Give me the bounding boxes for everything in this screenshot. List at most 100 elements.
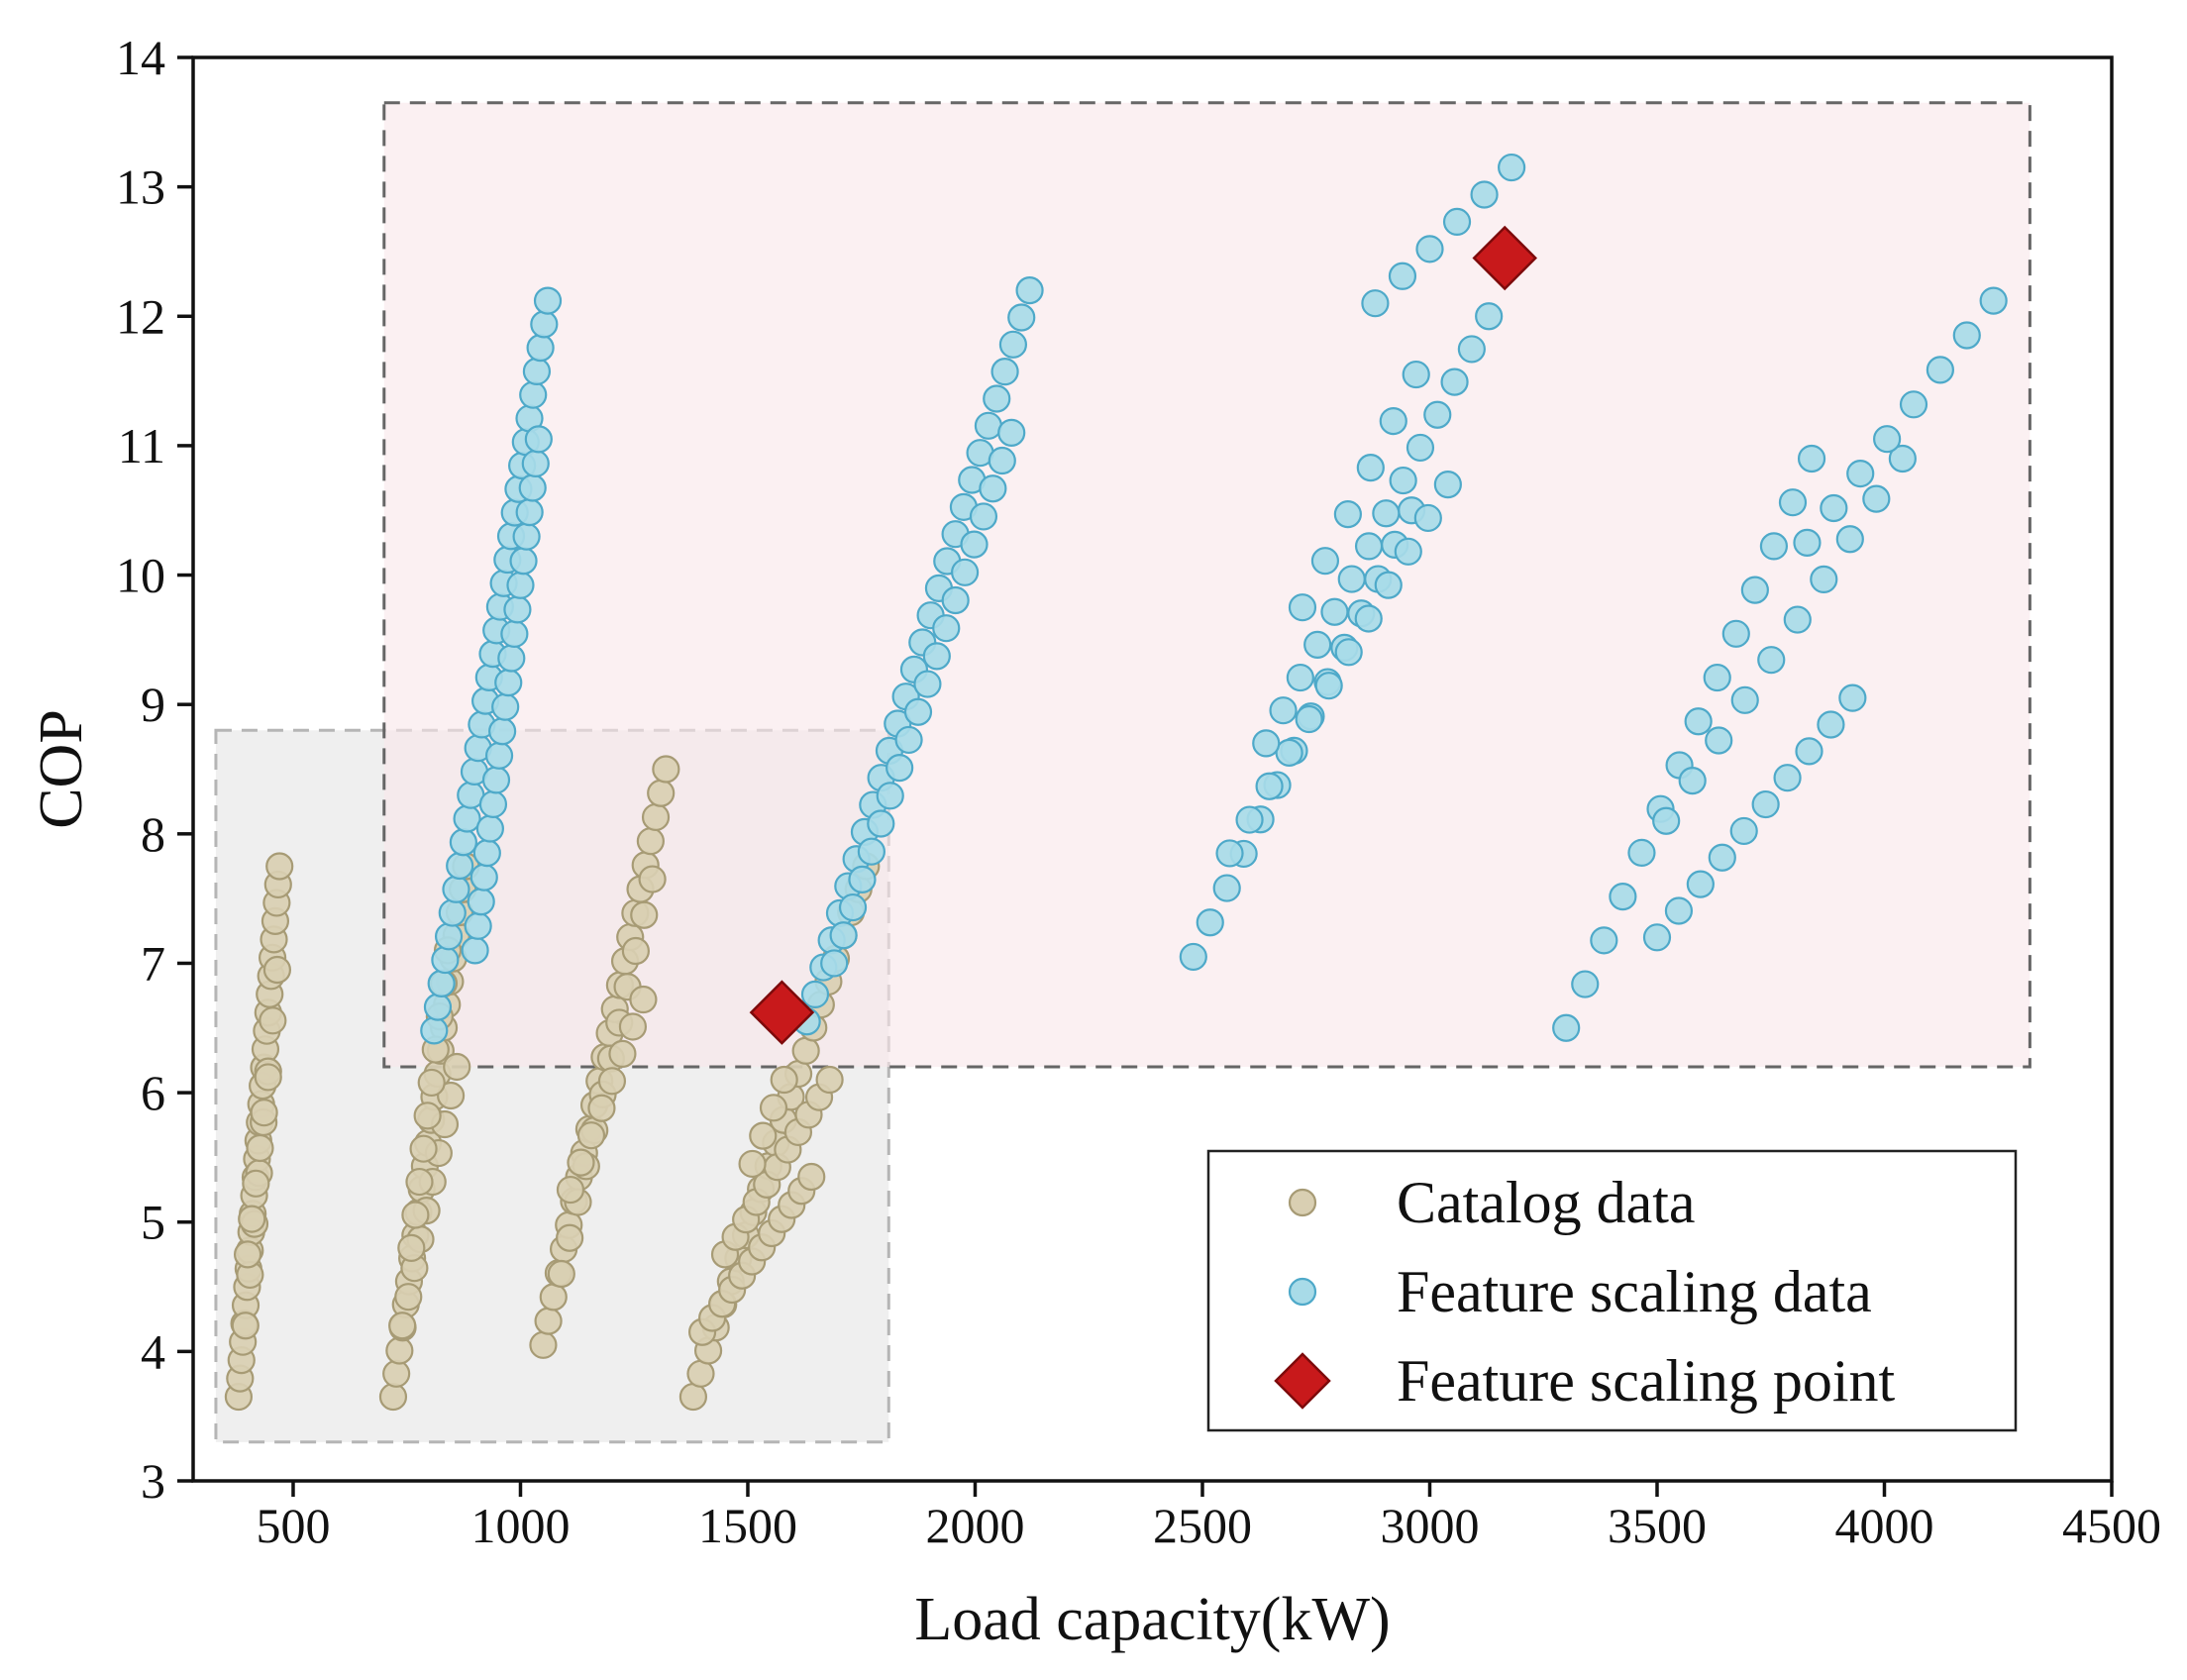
feature-scaling-data-point [838,892,868,922]
catalog-data-point [618,1012,648,1041]
catalog-data-point [417,1068,446,1098]
catalog-data-point [388,1312,417,1340]
feature-scaling-data-point [491,692,520,721]
x-tick-label: 2000 [925,1498,1024,1553]
feature-scaling-data-point [1751,789,1780,819]
feature-scaling-data-point [1314,672,1343,700]
catalog-data-point [254,1063,282,1092]
x-tick-label: 3000 [1380,1498,1479,1553]
catalog-data-point [401,1201,430,1229]
feature-scaling-data-point [500,619,529,649]
legend-label: Feature scaling point [1397,1348,1896,1414]
feature-scaling-data-point [1708,843,1736,872]
catalog-data-point [587,1094,616,1122]
feature-scaling-data-point [434,922,464,951]
catalog-data-point [749,1121,778,1150]
feature-scaling-data-point [1334,638,1363,667]
feature-scaling-data-point [1686,870,1715,898]
feature-scaling-data-point [1627,838,1656,868]
feature-scaling-data-point [446,851,474,881]
feature-scaling-data-point [1652,806,1681,835]
feature-scaling-data-point [848,865,877,893]
feature-scaling-data-point [1354,604,1383,633]
feature-scaling-data-point [932,614,961,643]
y-tick-label: 9 [141,677,165,732]
legend-label: Feature scaling data [1397,1259,1872,1324]
feature-scaling-data-point [1678,767,1707,795]
feature-scaling-data-point [1721,619,1750,648]
feature-scaling-data-point [497,644,526,673]
catalog-data-point [647,779,676,807]
feature-scaling-data-point [1394,537,1422,566]
feature-scaling-data-point [431,945,460,975]
feature-scaling-data-point [503,595,532,624]
catalog-data-point [815,1065,844,1095]
feature-scaling-data-point [1899,390,1928,419]
feature-scaling-data-point [885,754,914,783]
catalog-data-point [413,1102,442,1130]
catalog-data-point [233,1240,262,1269]
feature-scaling-data-point [1730,685,1759,714]
feature-scaling-data-point [1820,493,1848,523]
feature-scaling-data-point [521,449,550,478]
catalog-data-point [621,936,651,966]
y-tick-label: 11 [118,418,165,473]
feature-scaling-data-point [515,497,544,527]
feature-scaling-data-point [438,898,467,927]
y-tick-label: 4 [141,1323,165,1379]
feature-scaling-data-point [922,642,951,671]
catalog-data-point [597,1067,627,1096]
feature-scaling-data-point [969,502,998,531]
catalog-data-point [652,755,680,784]
x-axis-title: Load capacity(kW) [914,1586,1390,1653]
feature-scaling-data-point [472,839,501,868]
feature-scaling-data-point [494,668,523,697]
feature-scaling-data-point [506,571,535,599]
x-tick-label: 4500 [2062,1498,2161,1553]
feature-scaling-data-point [1817,710,1845,739]
feature-scaling-data-point [1835,525,1864,554]
feature-scaling-data-point [442,875,470,903]
catalog-data-point [638,865,667,893]
feature-scaling-data-point [1275,738,1303,767]
feature-scaling-data-point [876,782,904,810]
feature-scaling-data-point [800,980,830,1009]
feature-scaling-data-point [997,418,1026,447]
feature-scaling-data-point [1475,302,1504,331]
y-tick-label: 10 [116,548,165,603]
feature-scaling-data-point [974,411,1003,440]
feature-scaling-data-point [519,380,548,409]
feature-scaling-data-point [524,425,553,454]
feature-scaling-data-point [1888,444,1917,473]
feature-scaling-data-point [1846,459,1875,488]
feature-scaling-data-point [1372,499,1401,528]
feature-scaling-data-point [1333,500,1362,529]
feature-scaling-data-point [449,828,477,857]
feature-scaling-data-point [979,474,1007,503]
feature-scaling-data-point [1571,970,1600,998]
feature-scaling-data-point [1729,816,1758,846]
feature-scaling-data-point [960,530,989,559]
feature-scaling-data-point [1235,805,1264,834]
y-tick-label: 5 [141,1195,165,1250]
catalog-data-point [405,1167,434,1197]
feature-scaling-data-point [1310,547,1340,576]
feature-scaling-data-point [1926,356,1954,384]
feature-scaling-data-point [488,717,517,746]
feature-scaling-data-point [1413,503,1442,533]
catalog-data-point [397,1233,426,1262]
feature-scaling-data-point [983,384,1011,413]
catalog-data-point [567,1148,595,1177]
feature-scaling-data-point [1642,923,1672,952]
y-tick-label: 6 [141,1065,165,1120]
feature-scaling-data-point [1212,874,1241,902]
feature-scaling-data-point [427,969,456,998]
y-tick-label: 12 [116,288,165,344]
points-layer [224,153,2008,1412]
feature-scaling-data-point [1440,368,1469,396]
feature-scaling-data-point [461,936,489,965]
x-tick-label: 1500 [698,1498,797,1553]
feature-scaling-data-point [469,863,498,892]
catalog-data-point [791,1036,820,1065]
